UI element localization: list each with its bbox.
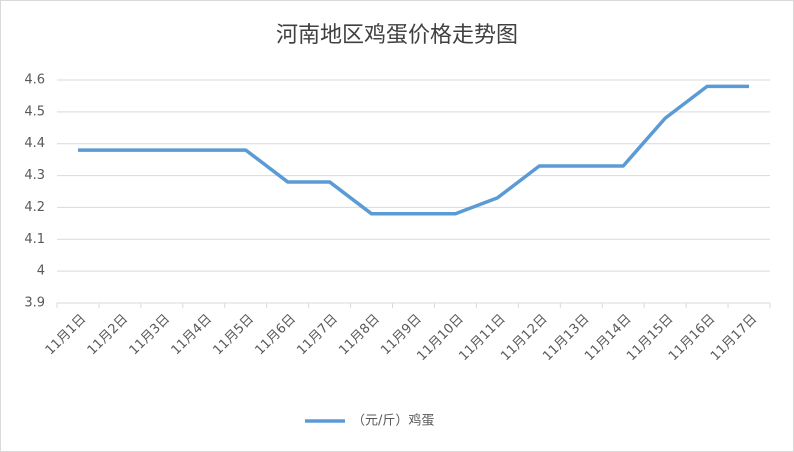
chart-title: 河南地区鸡蛋价格走势图 <box>276 23 518 48</box>
legend-label: （元/斤）鸡蛋 <box>352 413 434 429</box>
y-tick-label: 4.3 <box>24 168 45 183</box>
y-tick-label: 4.5 <box>24 104 45 119</box>
y-tick-label: 4.6 <box>24 73 45 88</box>
y-tick-label: 4.2 <box>24 200 45 215</box>
y-tick-label: 4 <box>37 264 45 279</box>
y-tick-label: 4.4 <box>24 136 45 151</box>
y-tick-label: 4.1 <box>24 232 45 247</box>
series-line <box>77 84 750 216</box>
y-tick-label: 3.9 <box>24 296 45 311</box>
